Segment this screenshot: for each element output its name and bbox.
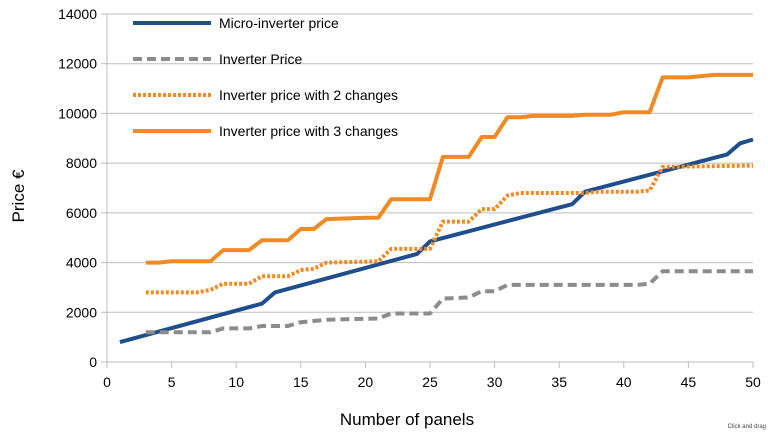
x-axis-ticks: 0 5 10 15 20 25 30 35 40 45 50 (103, 362, 761, 390)
x-axis-label: Number of panels (340, 410, 474, 429)
legend-label-2: Inverter price with 2 changes (219, 87, 398, 103)
y-tick-label-4: 8000 (66, 155, 97, 171)
x-tick-label-3: 15 (293, 374, 309, 390)
y-tick-label-7: 14000 (58, 6, 97, 22)
y-axis-label: Price € (9, 169, 28, 222)
watermark-text: Click and drag (727, 424, 766, 430)
x-tick-label-7: 35 (551, 374, 567, 390)
x-tick-label-4: 20 (358, 374, 374, 390)
x-tick-label-10: 50 (745, 374, 761, 390)
x-tick-label-8: 40 (616, 374, 632, 390)
series-line-1 (145, 269, 753, 335)
y-tick-label-2: 4000 (66, 255, 97, 271)
y-tick-label-0: 0 (89, 354, 97, 370)
y-tick-label-6: 12000 (58, 56, 97, 72)
legend: Micro-inverter price Inverter Price Invert… (133, 15, 398, 139)
series-lines (119, 72, 754, 345)
legend-label-0: Micro-inverter price (219, 15, 339, 31)
legend-label-3: Inverter price with 3 changes (219, 123, 398, 139)
y-tick-label-3: 6000 (66, 205, 97, 221)
x-tick-label-5: 25 (422, 374, 438, 390)
y-axis-ticks: 0 2000 4000 6000 8000 10000 12000 14000 (58, 6, 107, 370)
y-tick-label-5: 10000 (58, 105, 97, 121)
x-tick-label-6: 30 (487, 374, 503, 390)
grid-lines (107, 13, 753, 363)
x-tick-label-0: 0 (103, 374, 111, 390)
legend-label-1: Inverter Price (219, 51, 302, 67)
x-tick-label-2: 10 (228, 374, 244, 390)
y-tick-label-1: 2000 (66, 304, 97, 320)
series-line-0 (119, 137, 754, 345)
series-line-2 (145, 163, 754, 295)
x-tick-label-1: 5 (168, 374, 176, 390)
x-tick-label-9: 45 (681, 374, 697, 390)
series-line-3 (145, 72, 753, 265)
